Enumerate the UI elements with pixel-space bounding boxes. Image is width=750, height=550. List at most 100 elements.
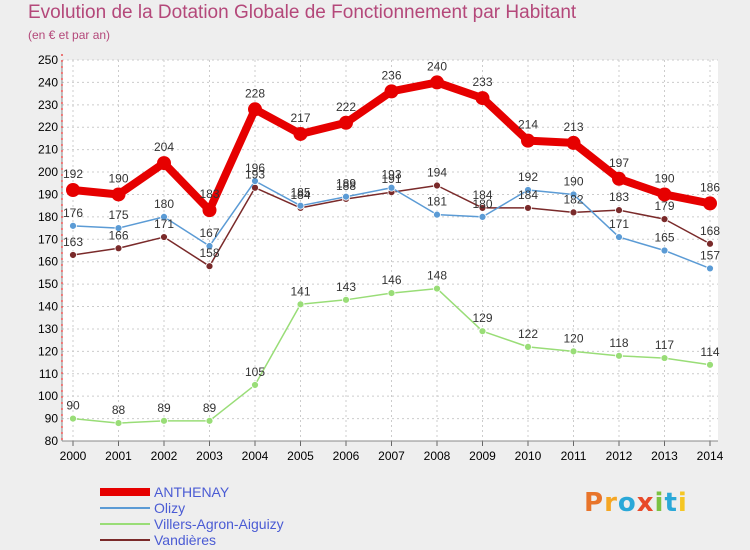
data-label-anthenay: 190 xyxy=(108,171,128,185)
data-point-olizy xyxy=(706,264,714,273)
data-label-vandieres: 163 xyxy=(63,235,83,249)
data-label-anthenay: 236 xyxy=(381,68,401,82)
data-point-anthenay xyxy=(157,156,171,171)
data-point-olizy xyxy=(660,246,669,255)
data-point-anthenay xyxy=(202,203,217,218)
data-label-anthenay: 183 xyxy=(199,187,219,201)
data-point-villers xyxy=(569,347,578,356)
y-tick-label: 250 xyxy=(38,53,58,67)
data-label-vandieres: 166 xyxy=(108,228,128,242)
data-label-olizy: 176 xyxy=(63,206,83,220)
data-label-anthenay: 233 xyxy=(472,75,492,89)
data-label-olizy: 165 xyxy=(654,231,674,245)
logo-letter: o xyxy=(617,488,637,518)
data-point-villers xyxy=(342,295,350,304)
data-point-olizy xyxy=(160,212,168,221)
data-point-olizy xyxy=(69,221,77,230)
data-point-olizy xyxy=(433,210,441,219)
data-label-vandieres: 179 xyxy=(654,199,674,213)
data-point-olizy xyxy=(114,224,123,232)
y-tick-label: 120 xyxy=(38,344,58,358)
data-label-olizy: 192 xyxy=(518,170,538,184)
y-tick-label: 170 xyxy=(38,232,58,246)
data-label-villers: 148 xyxy=(427,269,447,283)
logo-letter: t xyxy=(664,488,678,518)
y-tick-label: 230 xyxy=(38,98,58,112)
data-label-olizy: 181 xyxy=(427,195,447,209)
x-tick-label: 2004 xyxy=(242,449,269,463)
data-point-vandieres xyxy=(114,244,123,253)
logo-letter: i xyxy=(654,488,665,518)
data-label-olizy: 180 xyxy=(472,197,492,211)
x-tick-label: 2013 xyxy=(651,449,678,463)
data-point-vandieres xyxy=(205,262,214,271)
data-point-anthenay xyxy=(475,91,490,106)
data-label-villers: 129 xyxy=(472,311,492,325)
data-label-olizy: 180 xyxy=(154,197,174,211)
data-point-olizy xyxy=(251,177,259,185)
x-tick-label: 2007 xyxy=(378,449,405,463)
data-point-villers xyxy=(387,289,396,297)
data-point-villers xyxy=(706,360,714,369)
y-tick-label: 200 xyxy=(38,165,58,179)
chart-subtitle: (en € et par an) xyxy=(28,28,111,42)
y-tick-label: 220 xyxy=(38,120,58,134)
data-label-villers: 146 xyxy=(381,273,401,287)
data-point-villers xyxy=(251,381,259,389)
data-label-anthenay: 222 xyxy=(336,100,356,114)
data-label-olizy: 185 xyxy=(290,186,310,200)
data-point-anthenay xyxy=(703,196,717,211)
y-tick-label: 110 xyxy=(39,367,58,381)
legend-swatch-vandieres xyxy=(100,539,150,541)
data-point-villers xyxy=(433,284,441,293)
data-point-villers xyxy=(69,414,77,423)
x-tick-label: 2014 xyxy=(697,449,724,463)
data-point-olizy xyxy=(524,186,532,194)
data-label-anthenay: 197 xyxy=(609,156,629,170)
x-tick-label: 2001 xyxy=(105,449,132,463)
data-point-vandieres xyxy=(569,208,578,217)
data-point-vandieres xyxy=(615,206,623,215)
data-label-olizy: 190 xyxy=(563,174,583,188)
data-point-villers xyxy=(114,419,123,427)
data-label-olizy: 196 xyxy=(245,161,265,175)
data-point-olizy xyxy=(387,183,396,192)
data-label-anthenay: 186 xyxy=(700,180,720,194)
data-label-vandieres: 171 xyxy=(154,217,174,231)
y-tick-label: 80 xyxy=(45,434,59,448)
data-point-villers xyxy=(478,327,487,336)
data-point-vandieres xyxy=(706,239,714,248)
y-tick-label: 180 xyxy=(38,210,58,224)
data-label-anthenay: 228 xyxy=(245,86,265,100)
data-point-vandieres xyxy=(660,215,669,224)
data-label-vandieres: 184 xyxy=(472,188,492,202)
x-tick-label: 2002 xyxy=(151,449,178,463)
data-label-villers: 105 xyxy=(245,365,265,379)
data-label-vandieres: 158 xyxy=(199,246,219,260)
data-label-vandieres: 184 xyxy=(290,188,310,202)
data-point-anthenay xyxy=(293,126,308,141)
data-point-vandieres xyxy=(478,204,487,212)
data-label-vandieres: 184 xyxy=(518,188,538,202)
data-point-anthenay xyxy=(339,115,353,130)
legend-swatch-villers xyxy=(100,523,150,525)
legend-label-anthenay: ANTHENAY xyxy=(154,484,230,500)
legend-label-vandieres: Vandières xyxy=(154,532,217,548)
data-point-villers xyxy=(524,342,532,351)
y-tick-label: 190 xyxy=(38,187,58,201)
data-label-olizy: 175 xyxy=(108,208,128,222)
legend-label-villers: Villers-Agron-Aiguizy xyxy=(154,516,284,532)
data-label-villers: 89 xyxy=(203,401,217,415)
y-tick-label: 90 xyxy=(45,412,59,426)
x-tick-label: 2003 xyxy=(196,449,223,463)
x-tick-label: 2006 xyxy=(333,449,360,463)
data-label-villers: 90 xyxy=(66,399,80,413)
data-point-anthenay xyxy=(384,84,399,99)
data-label-anthenay: 240 xyxy=(427,59,447,73)
data-point-villers xyxy=(205,416,214,425)
data-label-vandieres: 188 xyxy=(336,179,356,193)
data-point-olizy xyxy=(478,212,487,221)
logo-letter: P xyxy=(584,488,605,518)
chart-title: Evolution de la Dotation Globale de Fonc… xyxy=(28,2,577,23)
